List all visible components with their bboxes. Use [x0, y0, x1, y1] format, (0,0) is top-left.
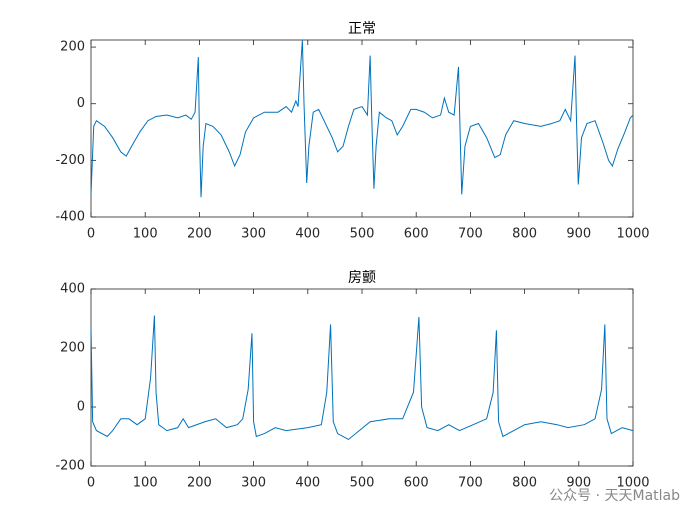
- y-tick-label: -400: [55, 210, 85, 225]
- x-tick-label: 700: [458, 227, 483, 242]
- x-tick-label: 100: [133, 476, 158, 491]
- x-tick-label: 400: [295, 227, 320, 242]
- x-tick-label: 800: [512, 476, 537, 491]
- x-tick-label: 900: [566, 227, 591, 242]
- x-tick-label: 700: [458, 476, 483, 491]
- x-tick-label: 1000: [616, 227, 649, 242]
- signal-line: [90, 39, 634, 198]
- signal-line: [90, 315, 634, 441]
- plot-area: [90, 288, 634, 467]
- x-tick-label: 200: [187, 227, 212, 242]
- y-tick-label: 200: [60, 40, 85, 55]
- x-tick-label: 400: [295, 476, 320, 491]
- y-tick-label: -200: [55, 459, 85, 474]
- chart-title: 房颤: [348, 270, 376, 286]
- x-tick-label: 500: [350, 227, 375, 242]
- y-tick-label: 0: [77, 400, 85, 415]
- x-tick-label: 800: [512, 227, 537, 242]
- x-tick-label: 600: [404, 476, 429, 491]
- x-tick-label: 500: [350, 476, 375, 491]
- chart-title: 正常: [348, 21, 376, 37]
- y-tick-label: 200: [60, 341, 85, 356]
- x-tick-label: 300: [241, 227, 266, 242]
- x-tick-label: 100: [133, 227, 158, 242]
- x-tick-label: 0: [87, 476, 95, 491]
- x-tick-label: 200: [187, 476, 212, 491]
- x-tick-label: 1000: [616, 476, 649, 491]
- y-tick-label: -200: [55, 153, 85, 168]
- x-tick-label: 900: [566, 476, 591, 491]
- x-tick-label: 300: [241, 476, 266, 491]
- plot-area: [90, 39, 634, 218]
- watermark: 公众号 · 天天Matlab: [549, 488, 680, 504]
- y-tick-label: 400: [60, 282, 85, 297]
- x-tick-label: 0: [87, 227, 95, 242]
- x-tick-label: 600: [404, 227, 429, 242]
- y-tick-label: 0: [77, 96, 85, 111]
